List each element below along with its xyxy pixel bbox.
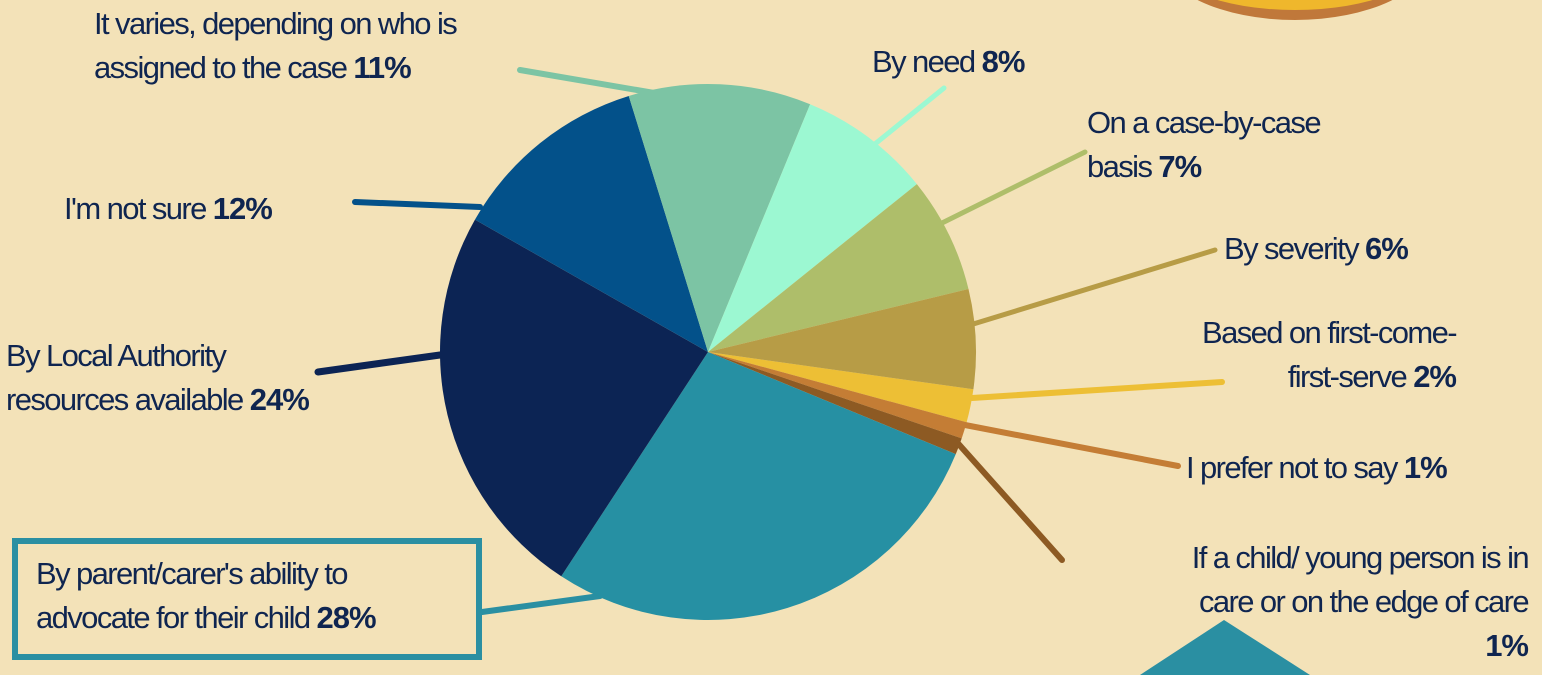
label-local-authority: By Local Authority resources available 2…	[6, 338, 310, 417]
pie-slices	[439, 84, 976, 620]
leader-lines	[314, 67, 1225, 615]
label-in-care: If a child/ young person is in care or o…	[1191, 540, 1530, 663]
label-not-sure: I'm not sure 12%	[64, 191, 273, 226]
slice-not-sure	[474, 95, 708, 352]
decorative-triangle	[1140, 620, 1310, 675]
slice-it-varies	[628, 84, 811, 353]
leader-by-severity	[967, 247, 1218, 328]
leader-by-need	[867, 85, 947, 151]
slice-by-need	[708, 104, 917, 352]
label-by-severity: By severity 6%	[1224, 231, 1409, 266]
label-first-come: Based on first-come- first-serve 2%	[1202, 315, 1458, 394]
slice-parent-carer	[561, 352, 956, 620]
leader-local-authority	[314, 351, 444, 376]
leader-first-come	[969, 379, 1225, 401]
slice-case-by-case	[708, 184, 969, 352]
leader-prefer-not	[962, 422, 1181, 469]
leader-it-varies	[517, 67, 663, 97]
slice-first-come	[708, 352, 974, 423]
leader-case-by-case	[937, 149, 1088, 227]
label-it-varies: It varies, depending on who is assigned …	[94, 6, 458, 85]
label-case-by-case: On a case-by-case basis 7%	[1087, 105, 1322, 184]
slice-in-care	[708, 352, 962, 455]
slice-prefer-not	[708, 352, 967, 439]
label-prefer-not: I prefer not to say 1%	[1186, 450, 1448, 485]
slice-local-authority	[439, 219, 708, 577]
leader-in-care	[952, 437, 1065, 563]
label-parent-carer: By parent/carer's ability to advocate fo…	[36, 556, 377, 635]
highlight-box	[12, 538, 482, 660]
label-by-need: By need 8%	[872, 44, 1025, 79]
leader-not-sure	[352, 199, 483, 210]
leader-parent-carer	[479, 593, 603, 615]
slice-by-severity	[708, 288, 976, 390]
